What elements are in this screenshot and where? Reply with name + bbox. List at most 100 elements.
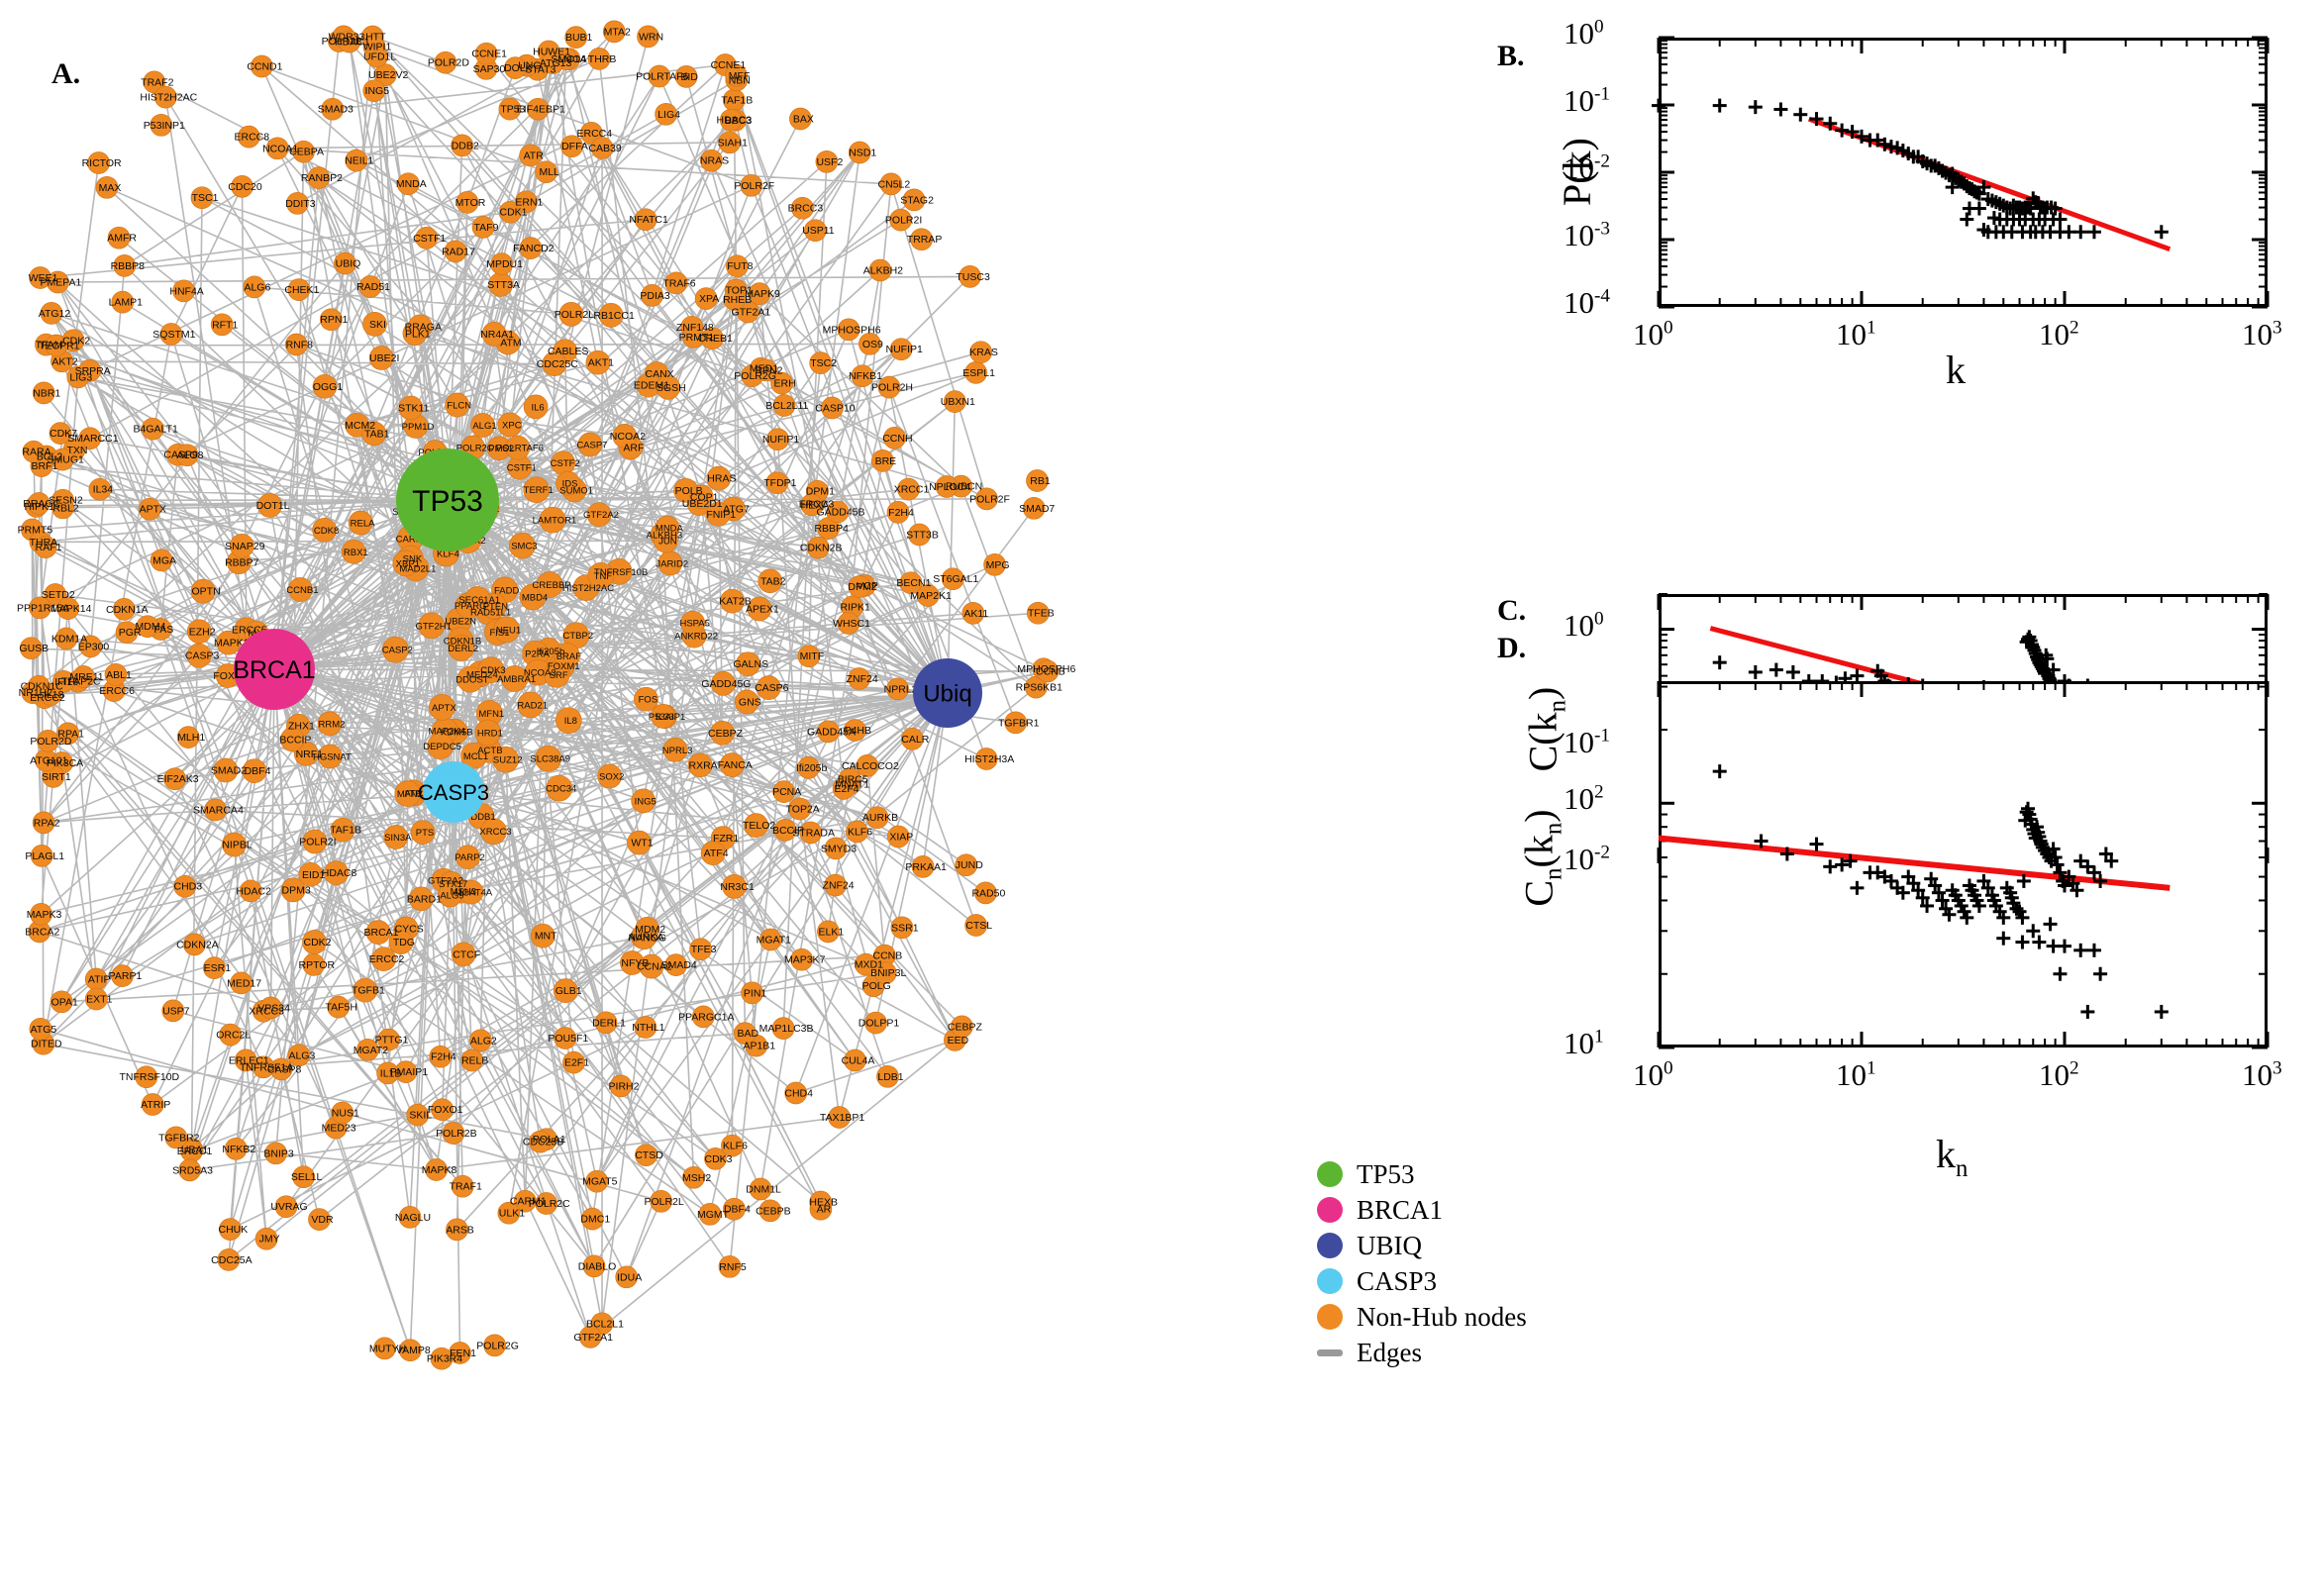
- network-node[interactable]: [725, 64, 748, 87]
- network-node[interactable]: [32, 381, 55, 405]
- network-node[interactable]: [78, 427, 102, 450]
- network-node[interactable]: [897, 477, 920, 501]
- network-node[interactable]: [497, 412, 523, 438]
- network-node[interactable]: [302, 829, 328, 854]
- network-node[interactable]: [427, 733, 454, 759]
- network-node[interactable]: [765, 471, 789, 495]
- network-node[interactable]: [722, 874, 747, 899]
- network-node[interactable]: [797, 645, 821, 668]
- network-node[interactable]: [542, 351, 567, 376]
- network-node[interactable]: [1022, 496, 1046, 520]
- network-node[interactable]: [451, 1174, 474, 1198]
- network-node[interactable]: [800, 493, 824, 517]
- network-hub-casp3[interactable]: [423, 761, 484, 823]
- network-node[interactable]: [848, 575, 871, 598]
- network-node[interactable]: [501, 665, 528, 692]
- network-node[interactable]: [700, 149, 723, 172]
- network-node[interactable]: [680, 610, 706, 636]
- network-node[interactable]: [771, 1017, 795, 1040]
- network-node[interactable]: [308, 1208, 331, 1231]
- network-node[interactable]: [635, 1144, 657, 1167]
- network-node[interactable]: [287, 1044, 311, 1067]
- network-node[interactable]: [161, 999, 185, 1023]
- network-node[interactable]: [213, 757, 239, 783]
- network-node[interactable]: [899, 571, 923, 595]
- network-node[interactable]: [373, 63, 397, 86]
- network-node[interactable]: [274, 1195, 298, 1219]
- network-node[interactable]: [902, 188, 926, 212]
- network-node[interactable]: [356, 1038, 379, 1061]
- network-node[interactable]: [704, 1147, 727, 1170]
- network-node[interactable]: [758, 928, 782, 951]
- network-node[interactable]: [362, 79, 386, 103]
- network-node[interactable]: [688, 484, 714, 510]
- network-node[interactable]: [324, 860, 349, 885]
- network-node[interactable]: [509, 532, 536, 559]
- network-node[interactable]: [203, 956, 226, 979]
- network-node[interactable]: [483, 1334, 506, 1357]
- network-node[interactable]: [463, 586, 491, 613]
- network-node[interactable]: [886, 501, 910, 524]
- network-node[interactable]: [843, 719, 866, 742]
- network-node[interactable]: [383, 825, 409, 849]
- network-node[interactable]: [519, 237, 543, 259]
- network-node[interactable]: [871, 449, 894, 472]
- network-node[interactable]: [231, 175, 253, 198]
- network-node[interactable]: [29, 1017, 52, 1041]
- network-node[interactable]: [941, 567, 964, 591]
- network-node[interactable]: [54, 627, 78, 650]
- network-node[interactable]: [112, 598, 136, 621]
- network-node[interactable]: [135, 1065, 158, 1089]
- network-node[interactable]: [95, 175, 119, 199]
- network-node[interactable]: [529, 1130, 552, 1153]
- network-node[interactable]: [56, 722, 80, 746]
- network-node[interactable]: [1004, 711, 1028, 735]
- network-node[interactable]: [799, 821, 823, 845]
- network-node[interactable]: [756, 675, 781, 700]
- network-node[interactable]: [590, 137, 614, 159]
- network-node[interactable]: [474, 42, 498, 65]
- network-node[interactable]: [539, 506, 566, 534]
- network-node[interactable]: [719, 108, 743, 132]
- network-node[interactable]: [735, 651, 760, 677]
- network-node[interactable]: [230, 971, 252, 995]
- network-node[interactable]: [455, 191, 479, 214]
- network-node[interactable]: [376, 1061, 399, 1085]
- network-node[interactable]: [84, 987, 108, 1011]
- network-node[interactable]: [886, 825, 910, 848]
- network-node[interactable]: [789, 107, 812, 131]
- network-node[interactable]: [1026, 469, 1049, 492]
- network-node[interactable]: [172, 279, 195, 303]
- network-node[interactable]: [648, 64, 671, 88]
- network-node[interactable]: [824, 873, 847, 897]
- network-node[interactable]: [631, 788, 656, 814]
- network-node[interactable]: [734, 689, 759, 715]
- network-node[interactable]: [406, 1103, 430, 1127]
- network-node[interactable]: [460, 1048, 484, 1072]
- network-node[interactable]: [409, 886, 434, 912]
- network-node[interactable]: [560, 135, 583, 158]
- network-node[interactable]: [517, 691, 545, 719]
- network-node[interactable]: [34, 536, 57, 558]
- network-node[interactable]: [368, 346, 394, 370]
- network-node[interactable]: [804, 219, 827, 243]
- network-node[interactable]: [79, 635, 102, 658]
- network-node[interactable]: [876, 1064, 899, 1088]
- network-node[interactable]: [586, 502, 612, 528]
- network-node[interactable]: [689, 938, 712, 961]
- network-node[interactable]: [415, 227, 439, 249]
- network-node[interactable]: [19, 637, 43, 660]
- network-node[interactable]: [446, 1218, 468, 1242]
- network-node[interactable]: [327, 995, 351, 1019]
- network-node[interactable]: [50, 990, 73, 1014]
- network-node[interactable]: [687, 752, 713, 778]
- network-node[interactable]: [210, 313, 234, 337]
- network-node[interactable]: [748, 282, 771, 305]
- network-node[interactable]: [541, 51, 564, 74]
- network-node[interactable]: [809, 351, 833, 374]
- network-node[interactable]: [758, 1199, 782, 1223]
- network-node[interactable]: [111, 964, 134, 987]
- network-node[interactable]: [32, 811, 55, 835]
- network-node[interactable]: [61, 329, 85, 352]
- network-node[interactable]: [243, 275, 266, 299]
